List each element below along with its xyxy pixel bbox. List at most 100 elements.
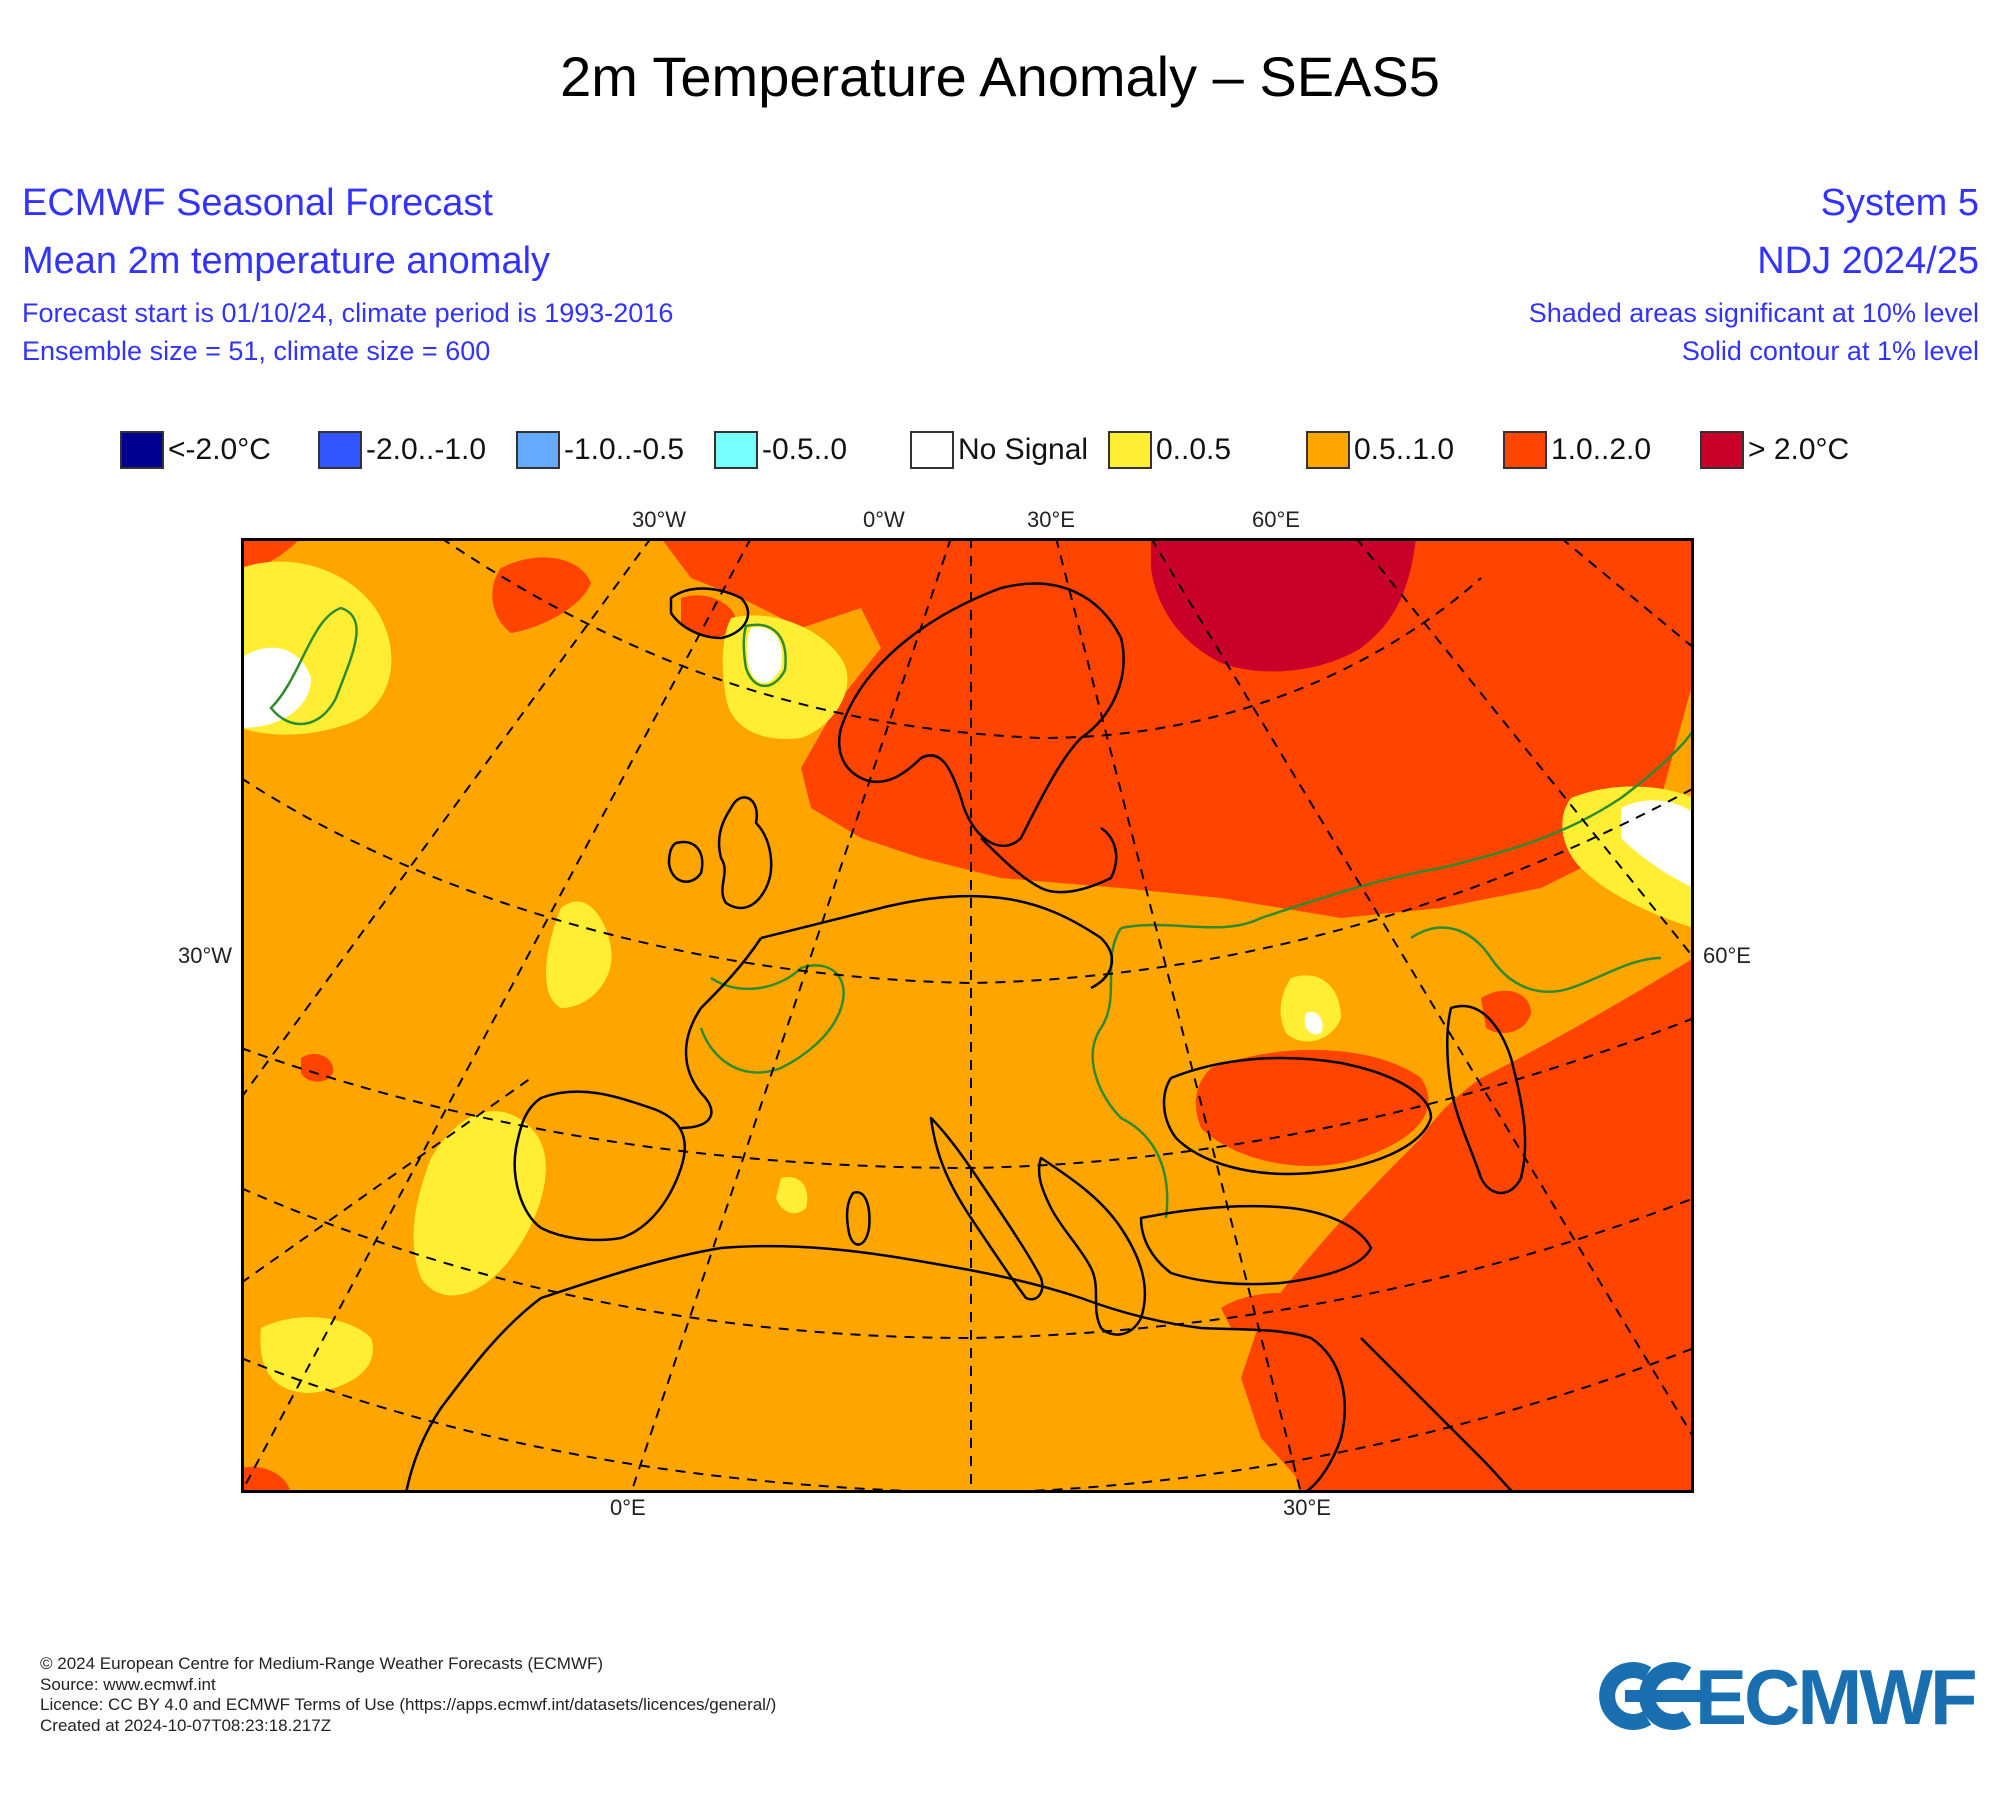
legend-label: 0.5..1.0 [1354, 433, 1455, 466]
legend-swatch [120, 431, 164, 469]
graticule-meridian [241, 1077, 532, 1284]
coastline-scandinavia [837, 582, 1125, 848]
legend-label: -1.0..-0.5 [564, 433, 685, 466]
footer-licence: Licence: CC BY 4.0 and ECMWF Terms of Us… [40, 1695, 777, 1714]
legend-item: 0.5..1.0 [1306, 428, 1454, 472]
graticule-meridian [241, 538, 752, 1493]
map-label-right-60e: 60°E [1703, 943, 1751, 968]
coastline-turkey [1139, 1204, 1373, 1286]
legend-item: -0.5..0 [714, 428, 847, 472]
header-system: System 5 [1820, 182, 1979, 224]
legend-label: > 2.0°C [1748, 433, 1850, 466]
coastline-black-sea [1162, 1056, 1433, 1176]
header-significance-shaded: Shaded areas significant at 10% level [1528, 298, 1979, 328]
graticule-meridian [1150, 538, 1694, 1439]
legend-swatch [516, 431, 560, 469]
legend-swatch [1503, 431, 1547, 469]
legend-swatch [1306, 431, 1350, 469]
map-label-bottom-30e: 30°E [1283, 1495, 1331, 1520]
legend-item: 1.0..2.0 [1503, 428, 1651, 472]
legend-swatch [714, 431, 758, 469]
header-season: NDJ 2024/25 [1757, 240, 1979, 282]
warm-region-sw-corner [241, 1466, 291, 1493]
legend-item: <-2.0°C [120, 428, 271, 472]
legend-label: 1.0..2.0 [1551, 433, 1652, 466]
coastline-italy [929, 1116, 1044, 1301]
graticule-parallel [241, 1187, 1694, 1340]
strong-region-russia [1151, 538, 1416, 672]
no-signal-iceland [746, 627, 782, 683]
legend-swatch [318, 431, 362, 469]
map-frame [241, 538, 1694, 1493]
map-label-top-30w: 30°W [632, 507, 687, 532]
graticule-parallel [241, 1347, 1694, 1493]
graticule-meridian [630, 538, 952, 1493]
coastline-caspian [1446, 1004, 1527, 1195]
warm-region-egypt-coast [1289, 1416, 1351, 1493]
color-legend: <-2.0°C -2.0..-1.0 -1.0..-0.5 -0.5..0 No… [0, 428, 2000, 478]
legend-item: -1.0..-0.5 [516, 428, 684, 472]
weak-region-bay-of-biscay [546, 901, 612, 1008]
graticule-parallel [241, 777, 1694, 985]
footer-source: Source: www.ecmwf.int [40, 1674, 216, 1694]
coastline-baltic [980, 826, 1118, 894]
warm-region-black-sea [1195, 1049, 1429, 1167]
graticule-meridian [1055, 538, 1302, 1493]
coastline-balkans-greece [1037, 1156, 1147, 1336]
map-label-top-60e: 60°E [1252, 507, 1300, 532]
warm-region-caspian-middle-east [1241, 958, 1694, 1493]
significance-contour-caucasus [1410, 926, 1662, 993]
ecmwf-logo-text: ECMWF [1695, 1653, 1978, 1741]
warm-region-scandinavia-russia [661, 538, 1694, 918]
coastline-sardinia-corsica [845, 1191, 871, 1246]
warm-region-north-atlantic [492, 557, 591, 633]
coastline-iceland [669, 587, 750, 640]
map-label-left-30w: 30°W [178, 943, 233, 968]
map-label-top-0w: 0°W [863, 507, 905, 532]
header-ensemble-size: Ensemble size = 51, climate size = 600 [22, 336, 491, 366]
no-signal-kazakhstan [1621, 800, 1694, 888]
weak-region-north-africa [260, 1317, 373, 1393]
legend-label: -2.0..-1.0 [366, 433, 487, 466]
map-label-bottom-0e: 0°E [610, 1495, 646, 1520]
header-significance-contour: Solid contour at 1% level [1681, 336, 1979, 366]
significance-contour-europe [699, 727, 1694, 1219]
legend-item: No Signal [910, 428, 1088, 472]
warm-region-atlantic-spot [301, 1053, 334, 1082]
legend-swatch [1700, 431, 1744, 469]
header-parameter: Mean 2m temperature anomaly [22, 240, 551, 282]
legend-item: -2.0..-1.0 [318, 428, 486, 472]
legend-item: > 2.0°C [1700, 428, 1849, 472]
significance-contour-iceland [742, 623, 787, 688]
significance-contour-greenland [269, 606, 358, 726]
map-label-top-30e: 30°E [1027, 507, 1075, 532]
page-title: 2m Temperature Anomaly – SEAS5 [560, 45, 1440, 108]
coastline-arabia [1360, 1337, 1517, 1493]
legend-swatch [910, 431, 954, 469]
coastlines [404, 582, 1527, 1493]
anomaly-map [241, 538, 1694, 1493]
weak-region-iberia [413, 1111, 546, 1296]
legend-label: -0.5..0 [762, 433, 848, 466]
coastline-north-africa [404, 1244, 1346, 1493]
legend-label: <-2.0°C [168, 433, 271, 466]
ecmwf-logo-mark [1599, 1662, 1705, 1730]
coastline-europe-mainland [680, 894, 1113, 1130]
legend-item: 0..0.5 [1108, 428, 1231, 472]
warm-region-iceland [681, 595, 737, 638]
legend-label: 0..0.5 [1156, 433, 1232, 466]
header-forecast-start: Forecast start is 01/10/24, climate peri… [22, 298, 674, 328]
header-product-name: ECMWF Seasonal Forecast [22, 182, 493, 224]
coastline-great-britain [717, 796, 773, 910]
coastline-ireland [667, 840, 704, 883]
graticule-parallel [440, 538, 1482, 740]
no-signal-ukraine [1304, 1012, 1323, 1035]
graticule-meridian [241, 538, 652, 1099]
legend-label: No Signal [958, 433, 1089, 466]
footer-credits: © 2024 European Centre for Medium-Range … [40, 1654, 776, 1736]
weak-region-ukraine [1280, 975, 1341, 1042]
legend-swatch [1108, 431, 1152, 469]
weak-region-sardinia [776, 1177, 808, 1214]
footer-copyright: © 2024 European Centre for Medium-Range … [40, 1654, 604, 1673]
coastline-iberia [513, 1090, 686, 1242]
